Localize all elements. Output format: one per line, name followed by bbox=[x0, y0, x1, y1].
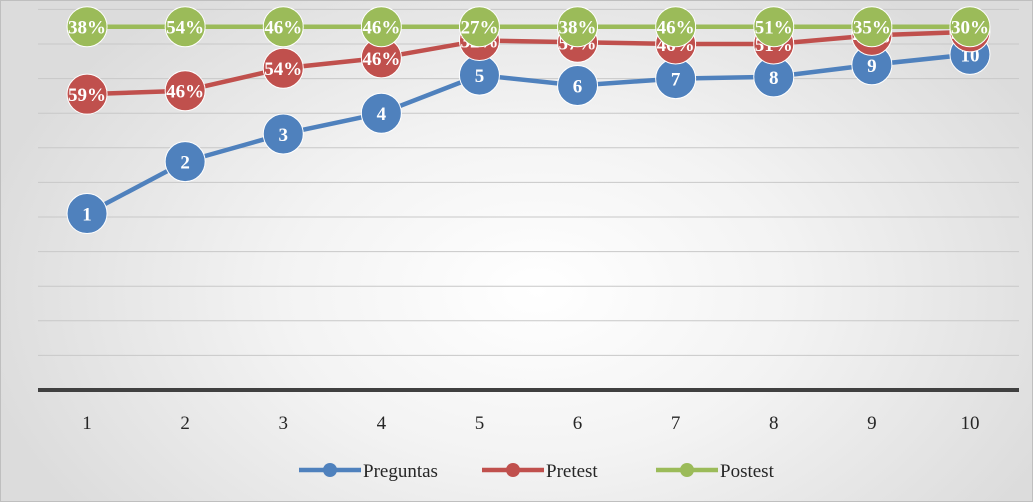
data-point bbox=[66, 6, 108, 48]
data-label: 2 bbox=[180, 153, 190, 174]
x-tick-label: 9 bbox=[867, 413, 877, 434]
data-label: 4 bbox=[377, 104, 387, 125]
data-point bbox=[557, 6, 599, 48]
data-label: 46% bbox=[264, 18, 302, 39]
data-label: 1 bbox=[82, 205, 92, 226]
data-label: 59% bbox=[68, 85, 106, 106]
data-point bbox=[949, 6, 991, 48]
legend-label: Preguntas bbox=[363, 461, 438, 482]
data-point bbox=[851, 6, 893, 48]
legend-swatch-marker bbox=[506, 463, 520, 477]
x-tick-label: 10 bbox=[960, 413, 979, 434]
x-tick-label: 6 bbox=[573, 413, 583, 434]
legend: Preguntas Pretest Postest bbox=[299, 461, 775, 482]
legend-item-postest: Postest bbox=[656, 461, 775, 482]
legend-label: Pretest bbox=[546, 461, 598, 482]
data-label: 46% bbox=[362, 49, 400, 70]
x-tick-label: 4 bbox=[377, 413, 387, 434]
data-point bbox=[655, 6, 697, 48]
data-label: 51% bbox=[755, 18, 793, 39]
legend-item-preguntas: Preguntas bbox=[299, 461, 438, 482]
x-tick-label: 5 bbox=[475, 413, 485, 434]
x-tick-label: 2 bbox=[180, 413, 190, 434]
data-label: 54% bbox=[264, 59, 302, 80]
x-tick-label: 3 bbox=[279, 413, 289, 434]
data-label: 54% bbox=[166, 18, 204, 39]
data-label: 46% bbox=[657, 18, 695, 39]
data-label: 3 bbox=[279, 125, 289, 146]
data-point bbox=[262, 47, 304, 89]
data-point bbox=[753, 6, 795, 48]
data-label: 27% bbox=[460, 18, 498, 39]
x-tick-label: 7 bbox=[671, 413, 681, 434]
data-point bbox=[164, 70, 206, 112]
data-label: 38% bbox=[559, 18, 597, 39]
data-point bbox=[66, 193, 108, 235]
legend-swatch-marker bbox=[680, 463, 694, 477]
data-label: 46% bbox=[166, 82, 204, 103]
data-label: 35% bbox=[853, 18, 891, 39]
legend-label: Postest bbox=[720, 461, 775, 482]
data-point bbox=[458, 6, 500, 48]
data-point bbox=[360, 92, 402, 134]
data-label: 6 bbox=[573, 77, 583, 98]
series-markers: 1234567891059%46%54%46%32%57%46%51%46%30… bbox=[66, 6, 991, 235]
data-point bbox=[557, 65, 599, 107]
data-label: 38% bbox=[68, 18, 106, 39]
data-label: 8 bbox=[769, 68, 779, 89]
series-lines bbox=[85, 24, 971, 216]
x-axis: 1 2 3 4 5 6 7 8 9 10 bbox=[38, 388, 1019, 434]
series-line-pretest bbox=[86, 29, 971, 97]
data-point bbox=[262, 6, 304, 48]
series-line-preguntas bbox=[85, 52, 971, 216]
data-label: 7 bbox=[671, 70, 681, 91]
data-point bbox=[262, 113, 304, 155]
data-label: 46% bbox=[362, 18, 400, 39]
data-label: 30% bbox=[951, 18, 989, 39]
data-label: 5 bbox=[475, 66, 485, 87]
data-label: 9 bbox=[867, 56, 877, 77]
x-tick-label: 8 bbox=[769, 413, 779, 434]
x-tick-label: 1 bbox=[82, 413, 92, 434]
data-point bbox=[164, 6, 206, 48]
data-point bbox=[66, 73, 108, 115]
legend-item-pretest: Pretest bbox=[482, 461, 598, 482]
data-point bbox=[164, 141, 206, 183]
data-point bbox=[360, 6, 402, 48]
legend-swatch-marker bbox=[323, 463, 337, 477]
